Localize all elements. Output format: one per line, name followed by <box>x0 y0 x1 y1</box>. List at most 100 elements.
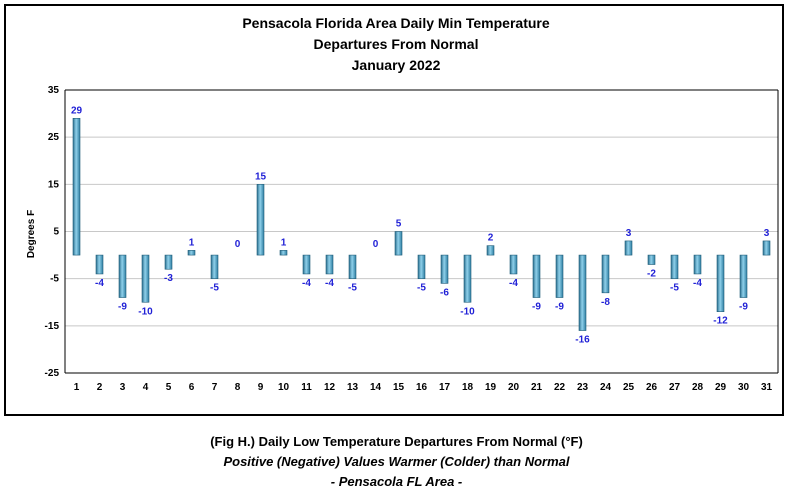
data-label-day-4: -10 <box>138 306 153 317</box>
bar-day-16 <box>417 254 426 279</box>
bar-day-7 <box>210 254 219 279</box>
y-tick-label: 35 <box>48 85 60 96</box>
bar-day-20 <box>509 254 518 275</box>
y-tick-label: -5 <box>50 274 59 285</box>
x-tick-label: 23 <box>577 382 589 393</box>
x-tick-label: 4 <box>143 382 149 393</box>
data-label-day-8: 0 <box>235 239 241 250</box>
data-label-day-2: -4 <box>95 278 104 289</box>
data-label-day-6: 1 <box>189 237 195 248</box>
bar-day-2 <box>95 254 104 275</box>
bar-day-5 <box>164 254 173 270</box>
bar-day-21 <box>532 254 541 298</box>
data-label-day-25: 3 <box>626 228 632 239</box>
bar-day-13 <box>348 254 357 279</box>
data-label-day-29: -12 <box>713 316 728 327</box>
data-label-day-24: -8 <box>601 297 610 308</box>
data-label-day-5: -3 <box>164 273 173 284</box>
x-tick-label: 8 <box>235 382 241 393</box>
y-tick-label: 25 <box>48 132 60 143</box>
data-label-day-13: -5 <box>348 283 357 294</box>
bar-day-3 <box>118 254 127 298</box>
data-label-day-9: 15 <box>255 171 267 182</box>
bar-day-28 <box>693 254 702 275</box>
bar-day-10 <box>279 250 288 256</box>
bar-day-22 <box>555 254 564 298</box>
bar-day-24 <box>601 254 610 294</box>
chart-title-line-2: Departures From Normal <box>314 36 479 52</box>
data-label-day-14: 0 <box>373 239 379 250</box>
bar-day-29 <box>716 254 725 312</box>
x-tick-label: 22 <box>554 382 566 393</box>
data-label-day-31: 3 <box>764 228 770 239</box>
data-label-day-3: -9 <box>118 302 127 313</box>
chart-title-line-3: January 2022 <box>352 57 441 73</box>
x-tick-label: 31 <box>761 382 773 393</box>
x-tick-label: 19 <box>485 382 497 393</box>
data-label-day-7: -5 <box>210 283 219 294</box>
data-label-day-19: 2 <box>488 233 494 244</box>
y-tick-label: -25 <box>45 368 60 379</box>
data-label-day-12: -4 <box>325 278 334 289</box>
x-tick-label: 3 <box>120 382 126 393</box>
data-label-day-21: -9 <box>532 302 541 313</box>
plot-area: 3525155-5-15-25291-42-93-104-3516-570815… <box>45 85 779 393</box>
data-label-day-27: -5 <box>670 283 679 294</box>
x-tick-label: 5 <box>166 382 172 393</box>
x-tick-label: 29 <box>715 382 727 393</box>
x-tick-label: 9 <box>258 382 264 393</box>
x-tick-label: 7 <box>212 382 218 393</box>
bar-day-1 <box>72 118 81 256</box>
x-tick-label: 20 <box>508 382 520 393</box>
data-label-day-1: 29 <box>71 105 83 116</box>
x-tick-label: 18 <box>462 382 474 393</box>
data-label-day-10: 1 <box>281 237 287 248</box>
x-tick-label: 15 <box>393 382 405 393</box>
x-tick-label: 21 <box>531 382 543 393</box>
data-label-day-26: -2 <box>647 269 656 280</box>
x-tick-label: 24 <box>600 382 612 393</box>
x-tick-label: 2 <box>97 382 103 393</box>
x-tick-label: 27 <box>669 382 681 393</box>
x-tick-label: 14 <box>370 382 382 393</box>
x-tick-label: 12 <box>324 382 336 393</box>
bar-day-11 <box>302 254 311 275</box>
x-tick-label: 28 <box>692 382 704 393</box>
bar-day-30 <box>739 254 748 298</box>
data-label-day-30: -9 <box>739 302 748 313</box>
bar-day-18 <box>463 254 472 303</box>
bar-day-25 <box>624 240 633 256</box>
bar-day-15 <box>394 231 403 256</box>
bar-day-19 <box>486 245 495 256</box>
x-tick-label: 10 <box>278 382 290 393</box>
data-label-day-18: -10 <box>460 306 475 317</box>
y-tick-label: -15 <box>45 321 60 332</box>
data-label-day-23: -16 <box>575 335 590 346</box>
data-label-day-16: -5 <box>417 283 426 294</box>
chart-title-line-1: Pensacola Florida Area Daily Min Tempera… <box>242 15 550 31</box>
data-label-day-20: -4 <box>509 278 518 289</box>
caption-line-3: - Pensacola FL Area - <box>330 474 463 489</box>
bar-day-6 <box>187 250 196 256</box>
bar-day-12 <box>325 254 334 275</box>
data-label-day-15: 5 <box>396 219 402 230</box>
x-tick-label: 11 <box>301 382 312 393</box>
x-tick-label: 6 <box>189 382 195 393</box>
x-tick-label: 26 <box>646 382 658 393</box>
y-tick-label: 15 <box>48 179 60 190</box>
figure-caption: (Fig H.) Daily Low Temperature Departure… <box>0 432 793 492</box>
bar-day-9 <box>256 184 265 256</box>
x-tick-label: 13 <box>347 382 359 393</box>
y-axis-title: Degrees F <box>26 210 37 258</box>
bar-day-23 <box>578 254 587 331</box>
data-label-day-11: -4 <box>302 278 311 289</box>
data-label-day-17: -6 <box>440 287 449 298</box>
bar-day-27 <box>670 254 679 279</box>
data-label-day-28: -4 <box>693 278 702 289</box>
caption-line-2: Positive (Negative) Values Warmer (Colde… <box>223 454 570 469</box>
data-label-day-22: -9 <box>555 302 564 313</box>
caption-line-1: (Fig H.) Daily Low Temperature Departure… <box>210 434 583 449</box>
y-tick-label: 5 <box>53 227 59 238</box>
x-tick-label: 25 <box>623 382 635 393</box>
bar-day-26 <box>647 254 656 265</box>
